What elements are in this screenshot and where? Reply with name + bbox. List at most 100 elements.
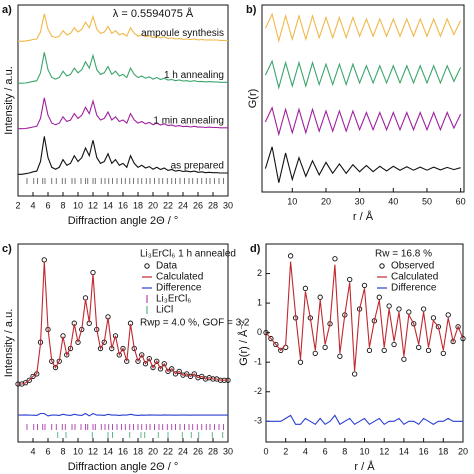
- data-point: [154, 358, 160, 364]
- x-tick-label: 6: [323, 446, 328, 456]
- y-axis-label: Intensity / a.u.: [3, 309, 15, 377]
- data-point: [411, 321, 417, 327]
- data-point: [120, 345, 126, 352]
- series-line: [264, 146, 461, 183]
- x-tick-label: 8: [342, 446, 347, 456]
- series-line: [264, 106, 462, 137]
- x-tick-label: 0: [263, 446, 268, 456]
- data-point: [142, 361, 149, 367]
- series-label: 1 min annealing: [153, 115, 224, 126]
- y-tick-label: 2: [257, 268, 262, 278]
- x-tick-label: 20: [148, 200, 158, 210]
- data-point: [199, 373, 205, 380]
- data-point: [273, 341, 279, 348]
- legend-label: LiCl: [156, 305, 173, 316]
- y-tick-label: -3: [254, 416, 262, 426]
- x-tick-label: 20: [321, 196, 331, 206]
- y-axis-label: G(r) / Å⁻²: [237, 320, 250, 366]
- series-line: [265, 261, 464, 372]
- x-tick-label: 60: [456, 196, 466, 206]
- plot-frame: [261, 4, 465, 193]
- legend-symbol: [144, 263, 150, 269]
- data-point: [297, 359, 304, 365]
- data-point: [139, 352, 145, 358]
- series-label: 1 h annealing: [164, 70, 224, 81]
- x-tick-label: 28: [208, 200, 218, 210]
- x-tick-label: 4: [30, 200, 35, 210]
- x-tick-label: 14: [103, 200, 113, 210]
- panel-label: a): [2, 4, 12, 16]
- data-point: [161, 361, 167, 367]
- legend-label: Calculated: [156, 272, 203, 283]
- legend-label: Data: [156, 261, 178, 272]
- series-label: ampoule synthesis: [141, 28, 224, 39]
- panel-label: c): [2, 243, 12, 255]
- data-point: [90, 269, 96, 276]
- x-tick-label: 26: [193, 446, 203, 456]
- x-axis-label: Diffraction angle 2Θ / °: [68, 461, 179, 473]
- y-axis-label: Intensity / a.u.: [3, 66, 15, 134]
- data-point: [396, 306, 402, 312]
- y-tick-label: 0: [257, 327, 262, 337]
- x-tick-label: 4: [303, 446, 308, 456]
- x-tick-label: 20: [148, 446, 158, 456]
- data-point: [460, 335, 466, 342]
- x-tick-label: 18: [438, 446, 448, 456]
- data-point: [172, 371, 179, 377]
- data-point: [30, 373, 36, 380]
- data-point: [317, 294, 323, 300]
- y-axis-label: G(r): [247, 89, 259, 109]
- x-tick-label: 14: [103, 446, 113, 456]
- data-point: [401, 356, 407, 362]
- data-point: [337, 353, 343, 359]
- series-label: as prepared: [171, 161, 224, 172]
- x-tick-label: 16: [118, 200, 128, 210]
- x-tick-label: 8: [60, 200, 65, 210]
- data-point: [425, 347, 432, 354]
- data-point: [150, 364, 156, 371]
- data-point: [347, 276, 353, 283]
- panel-label: b): [246, 4, 257, 16]
- x-tick-label: 40: [388, 196, 398, 206]
- y-tick-label: -2: [254, 386, 262, 396]
- data-point: [455, 324, 461, 330]
- y-tick-label: 1: [257, 297, 262, 307]
- data-point: [263, 330, 269, 336]
- x-tick-label: 14: [399, 446, 409, 456]
- x-tick-label: 26: [193, 200, 203, 210]
- panel-label: d): [250, 243, 261, 255]
- x-tick-label: 10: [73, 200, 83, 210]
- x-axis-label: r / Å: [353, 210, 374, 223]
- data-point: [165, 368, 171, 375]
- x-tick-label: 22: [163, 200, 173, 210]
- data-point: [386, 303, 392, 309]
- x-tick-label: 16: [118, 446, 128, 456]
- x-tick-label: 4: [30, 446, 35, 456]
- y-tick-label: -1: [254, 357, 262, 367]
- x-tick-label: 24: [178, 200, 188, 210]
- series-line: [18, 136, 228, 175]
- x-tick-label: 2: [283, 446, 288, 456]
- data-point: [191, 371, 197, 377]
- series-line: [18, 412, 228, 417]
- x-tick-label: 2: [15, 200, 20, 210]
- x-tick-label: 30: [223, 200, 233, 210]
- data-point: [302, 285, 309, 291]
- data-point: [287, 253, 294, 259]
- data-point: [406, 309, 412, 315]
- data-point: [420, 306, 427, 312]
- data-point: [26, 377, 32, 383]
- x-tick-label: 12: [88, 200, 98, 210]
- x-tick-label: 6: [45, 200, 50, 210]
- x-tick-label: 18: [133, 446, 143, 456]
- legend-label: Difference: [156, 283, 202, 294]
- annotation: Rw = 16.8 %: [375, 249, 432, 260]
- data-point: [391, 341, 397, 348]
- series-line: [264, 59, 462, 90]
- data-point: [430, 315, 437, 321]
- data-point: [445, 312, 451, 318]
- data-point: [366, 347, 373, 354]
- x-tick-label: 10: [359, 446, 369, 456]
- data-point: [268, 335, 274, 342]
